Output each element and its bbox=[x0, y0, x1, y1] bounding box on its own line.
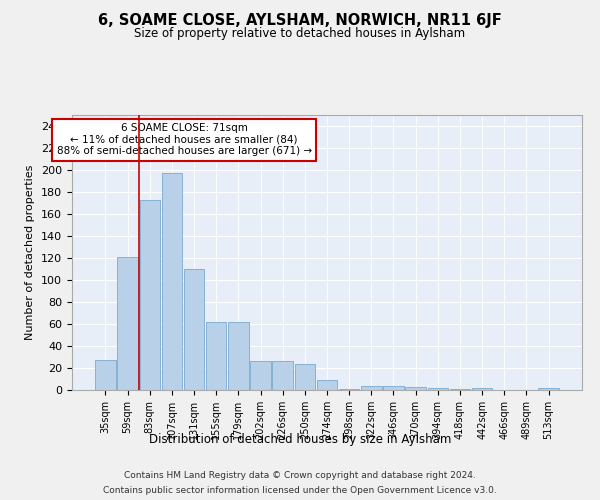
Bar bbox=[538, 388, 559, 390]
Text: Contains public sector information licensed under the Open Government Licence v3: Contains public sector information licen… bbox=[103, 486, 497, 495]
Bar bbox=[450, 389, 470, 390]
Bar bbox=[383, 386, 404, 390]
Bar bbox=[161, 174, 182, 390]
Bar bbox=[250, 362, 271, 390]
Text: Distribution of detached houses by size in Aylsham: Distribution of detached houses by size … bbox=[149, 432, 451, 446]
Bar bbox=[428, 388, 448, 390]
Y-axis label: Number of detached properties: Number of detached properties bbox=[25, 165, 35, 340]
Bar bbox=[317, 380, 337, 390]
Bar bbox=[295, 364, 315, 390]
Bar bbox=[228, 322, 248, 390]
Bar bbox=[339, 389, 359, 390]
Bar bbox=[184, 269, 204, 390]
Bar bbox=[406, 386, 426, 390]
Text: 6, SOAME CLOSE, AYLSHAM, NORWICH, NR11 6JF: 6, SOAME CLOSE, AYLSHAM, NORWICH, NR11 6… bbox=[98, 12, 502, 28]
Bar bbox=[140, 200, 160, 390]
Bar bbox=[472, 388, 493, 390]
Bar bbox=[95, 360, 116, 390]
Bar bbox=[118, 257, 138, 390]
Bar bbox=[272, 362, 293, 390]
Text: 6 SOAME CLOSE: 71sqm
← 11% of detached houses are smaller (84)
88% of semi-detac: 6 SOAME CLOSE: 71sqm ← 11% of detached h… bbox=[56, 123, 312, 156]
Bar bbox=[206, 322, 226, 390]
Text: Contains HM Land Registry data © Crown copyright and database right 2024.: Contains HM Land Registry data © Crown c… bbox=[124, 471, 476, 480]
Bar bbox=[361, 386, 382, 390]
Text: Size of property relative to detached houses in Aylsham: Size of property relative to detached ho… bbox=[134, 28, 466, 40]
